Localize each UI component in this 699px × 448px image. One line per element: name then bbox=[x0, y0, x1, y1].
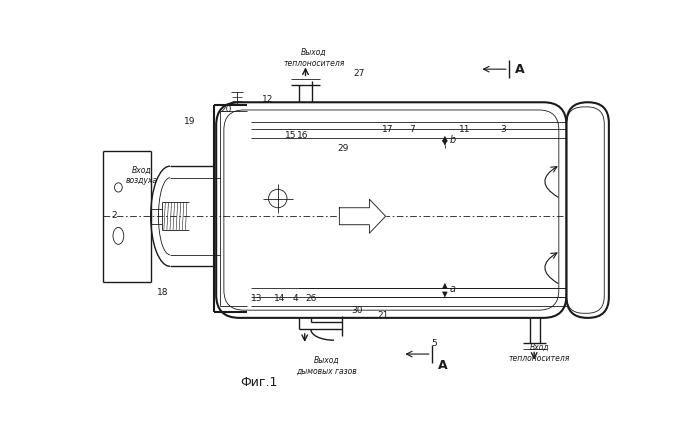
Text: 26: 26 bbox=[305, 294, 317, 303]
Text: Выход
дымовых газов: Выход дымовых газов bbox=[296, 356, 356, 376]
Text: 21: 21 bbox=[377, 311, 389, 320]
Text: 15: 15 bbox=[285, 131, 296, 140]
Text: 11: 11 bbox=[459, 125, 470, 134]
Text: a: a bbox=[449, 284, 456, 294]
Text: 1: 1 bbox=[594, 193, 600, 202]
FancyBboxPatch shape bbox=[216, 102, 566, 318]
Text: 18: 18 bbox=[157, 288, 168, 297]
Text: 6: 6 bbox=[594, 149, 600, 158]
Text: 27: 27 bbox=[353, 69, 364, 78]
Text: 2: 2 bbox=[111, 211, 117, 220]
Text: 4: 4 bbox=[293, 294, 298, 303]
Text: A: A bbox=[438, 359, 447, 372]
FancyBboxPatch shape bbox=[566, 102, 609, 318]
Text: 3: 3 bbox=[500, 125, 506, 134]
Text: b: b bbox=[449, 135, 456, 145]
Text: Фиг.1: Фиг.1 bbox=[240, 376, 278, 389]
Text: Выход
теплоносителя: Выход теплоносителя bbox=[283, 48, 345, 68]
Text: 8: 8 bbox=[594, 226, 600, 235]
Text: 16: 16 bbox=[298, 131, 309, 140]
Text: 17: 17 bbox=[382, 125, 394, 134]
Polygon shape bbox=[340, 199, 386, 233]
Text: Вход
воздуха: Вход воздуха bbox=[126, 166, 157, 185]
Text: 7: 7 bbox=[410, 125, 415, 134]
Text: 14: 14 bbox=[275, 294, 286, 303]
Text: 29: 29 bbox=[338, 144, 349, 153]
Ellipse shape bbox=[115, 183, 122, 192]
Text: 9: 9 bbox=[594, 246, 600, 255]
Text: 30: 30 bbox=[352, 306, 363, 314]
Text: 23: 23 bbox=[591, 270, 603, 279]
Text: 12: 12 bbox=[262, 95, 273, 104]
Text: 13: 13 bbox=[251, 294, 263, 303]
Text: 10: 10 bbox=[591, 303, 603, 312]
Text: 20: 20 bbox=[220, 105, 232, 114]
Text: 22: 22 bbox=[591, 171, 603, 180]
Text: Вход
теплоносителя: Вход теплоносителя bbox=[509, 343, 570, 363]
Ellipse shape bbox=[113, 228, 124, 244]
Text: A: A bbox=[515, 63, 524, 76]
Text: 19: 19 bbox=[183, 117, 195, 126]
Text: 5: 5 bbox=[431, 339, 437, 348]
